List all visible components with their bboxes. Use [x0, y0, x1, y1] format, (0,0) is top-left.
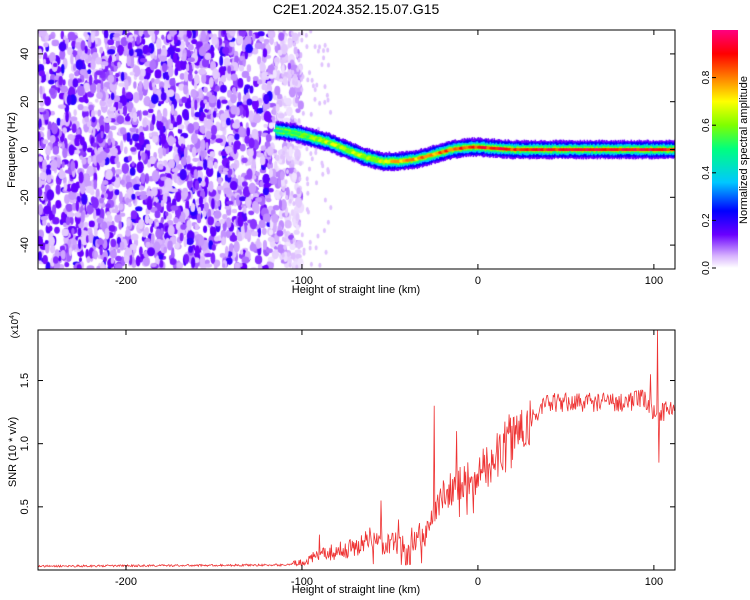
snr-frame: [37, 329, 676, 571]
snr-multiplier: (x104): [9, 312, 21, 339]
spectrogram-y-tick-label: 0: [19, 146, 31, 152]
colorbar-tick-label: 0.4: [701, 165, 712, 179]
snr-x-tick-label: -100: [291, 576, 313, 588]
spectrogram-image: [38, 30, 675, 269]
spectrogram-x-tick-label: 100: [645, 275, 663, 287]
colorbar: 0.0 0.2 0.4 0.6 0.8 Normalized spectral ampl…: [701, 30, 750, 275]
snr-y-tick-label: 1.0: [19, 436, 31, 451]
snr-y-label: SNR (10 * v/v): [7, 417, 19, 487]
snr-panel: -200 -100 0 100 0.5 1.0 1.5 Height of straight…: [7, 312, 676, 596]
colorbar-ticks: 0.0 0.2 0.4 0.6 0.8: [701, 70, 716, 275]
snr-series-line: [38, 330, 675, 568]
colorbar-tick-label: 0.2: [701, 213, 712, 227]
colorbar-tick-label: 0.6: [701, 118, 712, 132]
snr-y-tick-label: 0.5: [19, 499, 31, 514]
snr-x-label: Height of straight line (km): [292, 584, 420, 596]
spectrogram-y-tick-label: 40: [19, 48, 31, 60]
colorbar-gradient: [712, 30, 738, 268]
spectrogram-y-label: Frequency (Hz): [6, 112, 18, 188]
snr-y-tick-label: 1.5: [19, 373, 31, 388]
spectrogram-y-tick-label: 20: [19, 96, 31, 108]
spectrogram-y-tick-label: -20: [19, 189, 31, 205]
spectrogram-x-tick-label: -200: [115, 275, 137, 287]
snr-x-tick-label: 100: [645, 576, 663, 588]
spectrogram-heatmap: [38, 30, 675, 269]
colorbar-label: Normalized spectral amplitude: [738, 76, 750, 224]
colorbar-tick-label: 0.0: [701, 261, 712, 275]
chart-title: C2E1.2024.352.15.07.G15: [273, 1, 440, 17]
snr-ticks: -200 -100 0 100 0.5 1.0 1.5: [19, 330, 675, 588]
spectrogram-x-tick-label: -100: [291, 275, 313, 287]
spectrogram-x-label: Height of straight line (km): [292, 284, 420, 296]
snr-x-tick-label: 0: [475, 576, 481, 588]
snr-x-tick-label: -200: [115, 576, 137, 588]
spectrogram-y-tick-label: -40: [19, 237, 31, 253]
colorbar-tick-label: 0.8: [701, 70, 712, 84]
spectrogram-x-tick-label: 0: [475, 275, 481, 287]
